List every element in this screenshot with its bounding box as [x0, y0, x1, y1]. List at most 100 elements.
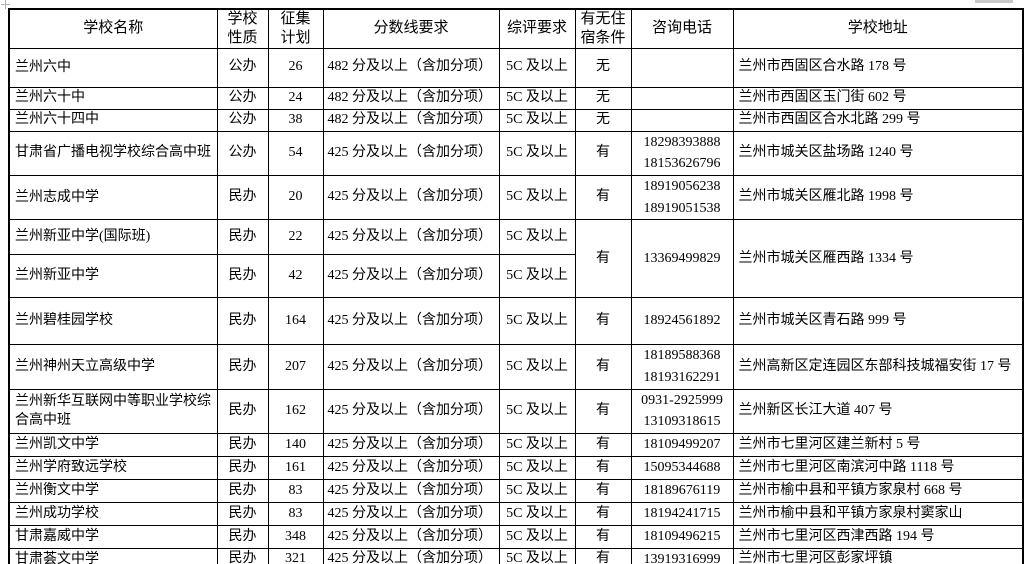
cell-name: 甘肃省广播电视学校综合高中班: [8, 130, 218, 176]
cell-phone: [630, 86, 734, 110]
table-move-handle-icon: [1, 0, 10, 9]
cell-lodging: 有: [574, 388, 632, 435]
cell-name: 兰州碧桂园学校: [8, 297, 218, 346]
cell-score: 425 分及以上（含加分项）: [322, 219, 500, 256]
cell-address: 兰州市七里河区建兰新村 5 号: [732, 433, 1024, 457]
cell-eval: 5C 及以上: [498, 297, 576, 346]
cell-plan: 83: [267, 479, 324, 503]
cell-eval: 5C 及以上: [498, 130, 576, 176]
cell-plan: 22: [267, 219, 324, 256]
cell-plan: 24: [267, 86, 324, 110]
cell-phone: [630, 108, 734, 132]
column-header-lodging: 有无住 宿条件: [574, 8, 632, 49]
table-row: 兰州六十中 公办 24 482 分及以上（含加分项） 5C 及以上无 兰州市西固区玉门街 …: [8, 86, 1024, 110]
cell-type: 民办: [216, 254, 269, 299]
cell-score: 425 分及以上（含加分项）: [322, 547, 500, 564]
table-row: 兰州凯文中学 民办 140 425 分及以上（含加分项） 5C 及以上有 18109499…: [8, 433, 1024, 457]
table-row: 兰州衡文中学 民办 83 425 分及以上（含加分项） 5C 及以上有 181896761…: [8, 479, 1024, 503]
cell-score: 425 分及以上（含加分项）: [322, 479, 500, 503]
cell-eval: 5C 及以上: [498, 433, 576, 457]
cell-plan: 348: [267, 524, 324, 549]
cell-lodging: 有: [574, 502, 632, 526]
table-row: 兰州新亚中学 民办 42 425 分及以上（含加分项） 5C 及以上: [8, 254, 1023, 299]
cell-address: 兰州市榆中县和平镇方家泉村窦家山: [732, 502, 1024, 526]
cell-plan: 321: [267, 547, 324, 564]
cell-phone: 13919316999: [630, 547, 734, 564]
column-header-phone: 咨询电话: [630, 8, 734, 49]
table-row: 甘肃荟文中学 民办 321 425 分及以上（含加分项） 5C 及以上有 13919316…: [8, 547, 1024, 564]
cell-lodging: 无: [574, 86, 632, 110]
cell-type: 民办: [216, 297, 269, 346]
cell-phone: 18194241715: [630, 502, 734, 526]
cell-type: 公办: [216, 130, 269, 176]
cell-lodging: 有: [574, 344, 632, 390]
cell-plan: 26: [267, 47, 324, 88]
cell-score: 482 分及以上（含加分项）: [322, 86, 500, 110]
cell-eval: 5C 及以上: [498, 174, 576, 221]
cell-name: 兰州六中: [8, 47, 218, 88]
cell-lodging: 有: [574, 456, 632, 480]
cell-address: 兰州市七里河区彭家坪镇: [732, 547, 1024, 564]
cell-phone: 15095344688: [630, 456, 734, 480]
cell-score: 425 分及以上（含加分项）: [322, 344, 500, 390]
cell-phone: 13369499829: [630, 219, 734, 299]
table-row: 兰州新华互联网中等职业学校综合高中班 民办 162 425 分及以上（含加分项） 5C …: [8, 388, 1024, 435]
cell-name: 兰州衡文中学: [8, 479, 218, 503]
cell-score: 425 分及以上（含加分项）: [322, 130, 500, 176]
cell-phone: 0931-2925999 13109318615: [630, 388, 734, 435]
table-row: 甘肃嘉威中学 民办 348 425 分及以上（含加分项） 5C 及以上有 18109496…: [8, 524, 1024, 549]
cell-name: 兰州新华互联网中等职业学校综合高中班: [8, 388, 218, 435]
cell-lodging: 有: [574, 547, 632, 564]
cell-address: 兰州市西固区合水路 178 号: [732, 47, 1024, 88]
cell-eval: 5C 及以上: [498, 219, 576, 256]
cell-score: 482 分及以上（含加分项）: [322, 108, 500, 132]
cell-eval: 5C 及以上: [498, 388, 576, 435]
cell-address: 兰州市榆中县和平镇方家泉村 668 号: [732, 479, 1024, 503]
cell-name: 甘肃荟文中学: [8, 547, 218, 564]
cell-phone: 18109496215: [630, 524, 734, 549]
cell-type: 民办: [216, 388, 269, 435]
cell-type: 民办: [216, 456, 269, 480]
cell-address: 兰州新区长江大道 407 号: [732, 388, 1024, 435]
cell-address: 兰州市西固区玉门街 602 号: [732, 86, 1024, 110]
cell-plan: 162: [267, 388, 324, 435]
table-header-row: 学校名称 学校 性质 征集 计划 分数线要求 综评要求 有无住 宿条件 咨询电话 学校地址: [8, 8, 1024, 49]
cell-address: 兰州市城关区雁西路 1334 号: [732, 219, 1024, 299]
cell-type: 民办: [216, 219, 269, 256]
cell-score: 482 分及以上（含加分项）: [322, 47, 500, 88]
cell-lodging: 有: [574, 174, 632, 221]
cell-lodging: 有: [574, 219, 632, 299]
table-row: 兰州志成中学 民办 20 425 分及以上（含加分项） 5C 及以上有 189190562…: [8, 174, 1024, 221]
cell-address: 兰州市城关区雁北路 1998 号: [732, 174, 1024, 221]
cell-name: 兰州六十中: [8, 86, 218, 110]
cell-type: 民办: [216, 547, 269, 564]
cell-plan: 140: [267, 433, 324, 457]
cell-name: 兰州凯文中学: [8, 433, 218, 457]
cell-score: 425 分及以上（含加分项）: [322, 388, 500, 435]
cell-type: 公办: [216, 108, 269, 132]
cell-phone: 18189676119: [630, 479, 734, 503]
table-body: 兰州六中 公办 26 482 分及以上（含加分项） 5C 及以上无兰州市西固区合水路 1…: [8, 47, 1024, 564]
cell-name: 兰州神州天立高级中学: [8, 344, 218, 390]
table-row: 兰州六中 公办 26 482 分及以上（含加分项） 5C 及以上无 兰州市西固区合水路 1…: [8, 47, 1024, 88]
cell-eval: 5C 及以上: [498, 479, 576, 503]
cell-name: 兰州新亚中学(国际班): [8, 219, 218, 256]
cell-address: 兰州市七里河区南滨河中路 1118 号: [732, 456, 1024, 480]
cell-type: 民办: [216, 174, 269, 221]
table-row: 兰州碧桂园学校 民办 164 425 分及以上（含加分项） 5C 及以上有 1892456…: [8, 297, 1024, 346]
cell-plan: 161: [267, 456, 324, 480]
cell-address: 兰州市七里河区西津西路 194 号: [732, 524, 1024, 549]
column-header-address: 学校地址: [732, 8, 1024, 49]
cell-lodging: 无: [574, 47, 632, 88]
cell-type: 民办: [216, 524, 269, 549]
table-row: 兰州新亚中学(国际班) 民办 22 425 分及以上（含加分项） 5C 及以上有 1336…: [8, 219, 1024, 299]
column-header-type: 学校 性质: [216, 8, 269, 49]
cell-eval: 5C 及以上: [498, 254, 576, 299]
column-header-plan: 征集 计划: [267, 8, 324, 49]
cell-lodging: 有: [574, 479, 632, 503]
cell-plan: 20: [267, 174, 324, 221]
cell-lodging: 有: [574, 297, 632, 346]
cell-plan: 42: [267, 254, 324, 299]
cell-phone: 18924561892: [630, 297, 734, 346]
